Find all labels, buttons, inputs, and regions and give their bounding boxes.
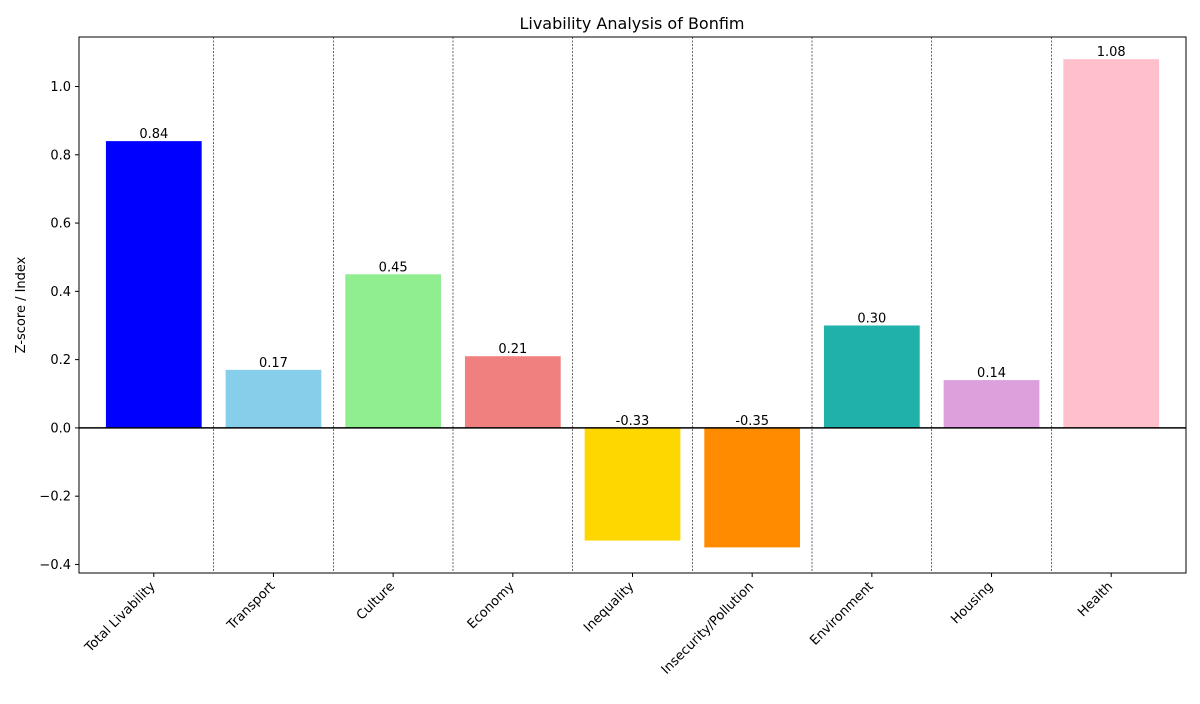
x-tick-label: Environment [807,579,876,648]
y-tick-label: 0.0 [50,421,71,436]
y-tick-label: 0.8 [50,148,71,163]
bar-value-label: 0.30 [857,311,886,326]
x-tick-label: Insecurity/Pollution [659,579,757,677]
x-tick-label: Economy [465,579,518,632]
y-tick-label: 0.6 [50,217,71,232]
bar-value-label: -0.33 [616,414,650,429]
bar [823,325,920,428]
bar-value-label: 0.45 [379,260,408,275]
x-tick-label: Housing [948,579,996,627]
bar [584,427,681,541]
bar [105,141,202,428]
bar [1063,59,1160,428]
bar-value-label: 0.14 [977,366,1006,381]
bar [704,427,801,548]
y-tick-label: −0.4 [39,558,71,573]
y-tick-label: 1.0 [50,80,71,95]
chart-title: Livability Analysis of Bonfim [519,14,744,33]
bar [345,274,442,428]
plot-area: 0.84 0.17 0.45 0.21 -0.33 -0.35 0.30 0.14 1.08 −0… [39,36,1187,678]
bar-value-label: -0.35 [735,414,769,429]
bar [943,380,1040,428]
x-tick-label: Transport [224,579,278,633]
bar-value-label: 1.08 [1097,45,1126,60]
y-tick-label: 0.4 [50,285,71,300]
bar-value-label: 0.17 [259,356,288,371]
bar-value-label: 0.21 [498,342,527,357]
bar [225,369,322,428]
y-tick-label: 0.2 [50,353,71,368]
x-tick-label: Health [1075,579,1116,620]
x-tick-label: Inequality [581,579,637,635]
y-tick-label: −0.2 [39,490,71,505]
x-tick-label: Total Livability [82,579,159,656]
y-axis-label: Z-score / Index [14,256,29,353]
bar-value-label: 0.84 [139,127,168,142]
bar [464,356,561,428]
x-tick-label: Culture [354,579,398,623]
